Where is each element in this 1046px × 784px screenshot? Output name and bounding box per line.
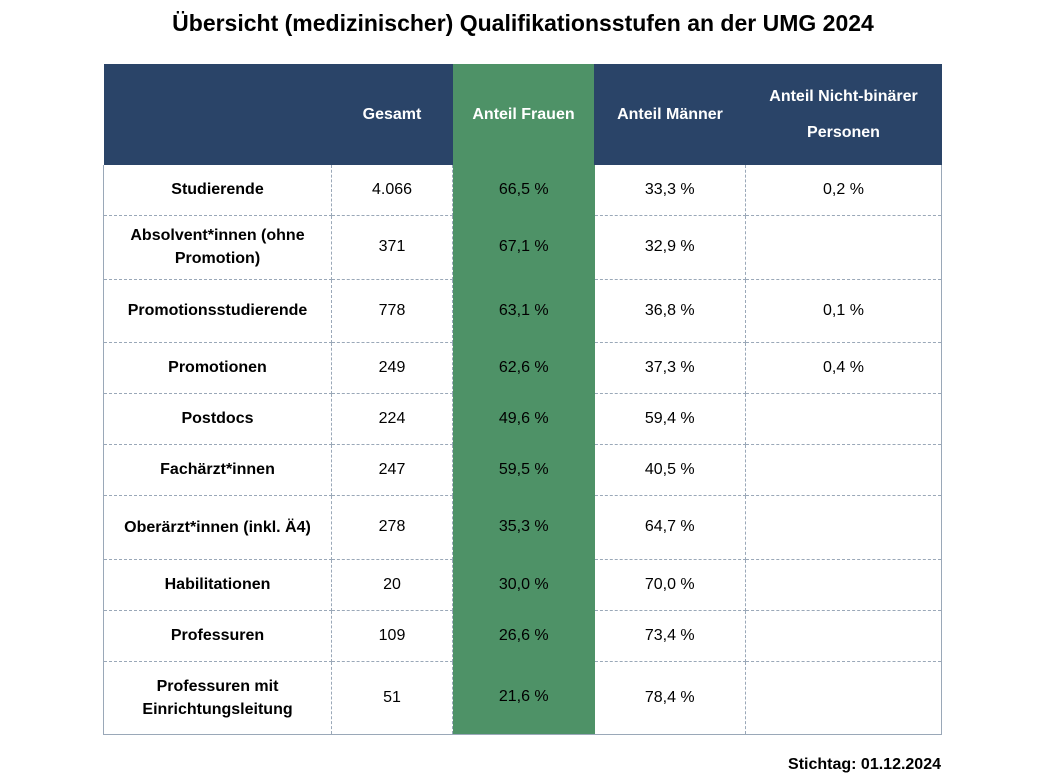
cell-category: Oberärzt*innen (inkl. Ä4): [103, 495, 332, 560]
table-row: Oberärzt*innen (inkl. Ä4) 278 35,3 % 64,7 %: [103, 495, 942, 560]
cell-frauen: 59,5 %: [452, 444, 595, 495]
table-row: Fachärzt*innen 247 59,5 % 40,5 %: [103, 444, 942, 496]
cell-nichtbinaer: [745, 495, 942, 560]
header-anteil-nichtbinaer: Anteil Nicht-binärer Personen: [745, 64, 942, 165]
cell-frauen: 67,1 %: [452, 215, 595, 279]
cell-maenner: 37,3 %: [594, 342, 746, 394]
cell-frauen: 26,6 %: [452, 610, 595, 661]
cell-category: Professuren: [103, 610, 332, 662]
cell-frauen: 49,6 %: [452, 393, 595, 444]
table-row: Absolvent*innen (ohne Promotion) 371 67,1 …: [103, 215, 942, 280]
cell-nichtbinaer: 0,2 %: [745, 165, 942, 216]
cell-nichtbinaer: [745, 393, 942, 445]
cell-category: Postdocs: [103, 393, 332, 445]
cell-maenner: 70,0 %: [594, 559, 746, 611]
cell-category: Promotionen: [103, 342, 332, 394]
cell-maenner: 36,8 %: [594, 279, 746, 343]
cell-category: Fachärzt*innen: [103, 444, 332, 496]
table-row: Postdocs 224 49,6 % 59,4 %: [103, 393, 942, 445]
cell-category: Promotionsstudierende: [103, 279, 332, 343]
cell-nichtbinaer: [745, 661, 942, 735]
table-row: Professuren mit Einrichtungsleitung 51 21,…: [103, 661, 942, 735]
cell-nichtbinaer: [745, 610, 942, 662]
cell-maenner: 32,9 %: [594, 215, 746, 280]
header-anteil-frauen: Anteil Frauen: [452, 64, 595, 165]
cell-maenner: 78,4 %: [594, 661, 746, 735]
cell-frauen: 21,6 %: [452, 661, 595, 735]
cell-nichtbinaer: [745, 444, 942, 496]
cell-nichtbinaer: 0,4 %: [745, 342, 942, 394]
table-row: Studierende 4.066 66,5 % 33,3 % 0,2 %: [103, 165, 942, 216]
cell-category: Absolvent*innen (ohne Promotion): [103, 215, 332, 280]
cell-frauen: 62,6 %: [452, 342, 595, 393]
header-anteil-maenner: Anteil Männer: [594, 64, 746, 165]
cell-gesamt: 109: [331, 610, 453, 662]
cell-maenner: 64,7 %: [594, 495, 746, 560]
cell-category: Habilitationen: [103, 559, 332, 611]
cell-frauen: 35,3 %: [452, 495, 595, 559]
cell-nichtbinaer: [745, 215, 942, 280]
cell-maenner: 59,4 %: [594, 393, 746, 445]
cell-maenner: 73,4 %: [594, 610, 746, 662]
cell-category: Professuren mit Einrichtungsleitung: [103, 661, 332, 735]
reference-date: Stichtag: 01.12.2024: [788, 756, 941, 773]
cell-gesamt: 278: [331, 495, 453, 560]
header-gesamt: Gesamt: [331, 64, 453, 165]
header-category: [103, 64, 332, 165]
cell-nichtbinaer: 0,1 %: [745, 279, 942, 343]
cell-maenner: 33,3 %: [594, 165, 746, 216]
cell-nichtbinaer: [745, 559, 942, 611]
cell-gesamt: 371: [331, 215, 453, 280]
table-title: Übersicht (medizinischer) Qualifikations…: [172, 10, 874, 36]
cell-frauen: 63,1 %: [452, 279, 595, 342]
table-row: Promotionen 249 62,6 % 37,3 % 0,4 %: [103, 342, 942, 394]
header-row: Gesamt Anteil Frauen Anteil Männer Antei…: [103, 64, 942, 165]
cell-gesamt: 51: [331, 661, 453, 735]
table-row: Professuren 109 26,6 % 73,4 %: [103, 610, 942, 662]
cell-gesamt: 20: [331, 559, 453, 611]
cell-gesamt: 249: [331, 342, 453, 394]
cell-category: Studierende: [103, 165, 332, 216]
cell-gesamt: 224: [331, 393, 453, 445]
table-row: Habilitationen 20 30,0 % 70,0 %: [103, 559, 942, 611]
cell-gesamt: 4.066: [331, 165, 453, 216]
qualification-table: Gesamt Anteil Frauen Anteil Männer Antei…: [103, 64, 942, 735]
cell-gesamt: 247: [331, 444, 453, 496]
table-row: Promotionsstudierende 778 63,1 % 36,8 % 0,1 …: [103, 279, 942, 343]
cell-frauen: 30,0 %: [452, 559, 595, 610]
cell-gesamt: 778: [331, 279, 453, 343]
cell-frauen: 66,5 %: [452, 165, 595, 215]
cell-maenner: 40,5 %: [594, 444, 746, 496]
